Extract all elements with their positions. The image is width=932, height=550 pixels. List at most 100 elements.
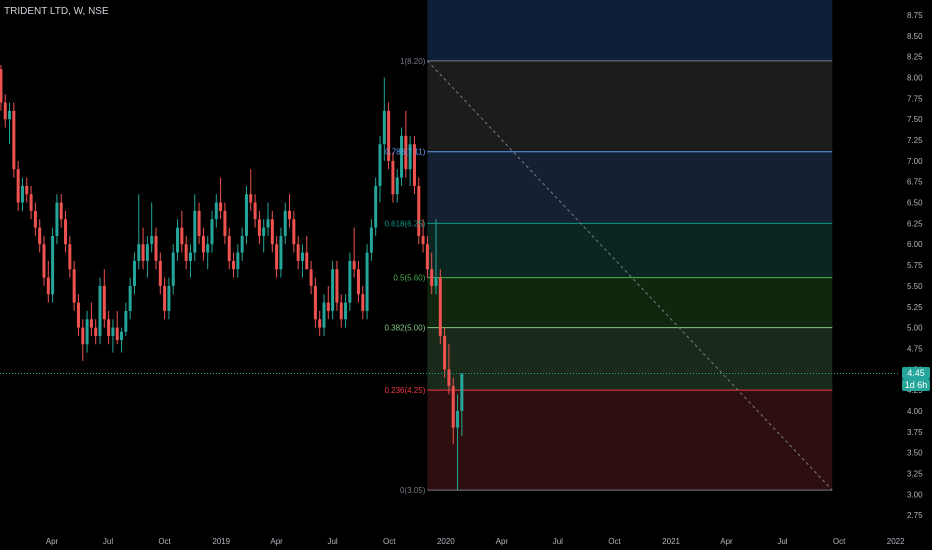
candle-body <box>20 185 24 203</box>
candlestick-series <box>0 65 464 491</box>
candle-body <box>313 285 317 320</box>
candle-body <box>206 244 210 253</box>
price-tick-label: 8.50 <box>907 32 923 41</box>
candle-body <box>223 210 227 236</box>
countdown-badge: 1d 6h <box>902 379 930 392</box>
candle-body <box>132 260 136 286</box>
time-tick-label: 2021 <box>662 537 680 546</box>
candle-body <box>89 319 93 328</box>
price-axis[interactable]: 8.75 8.50 8.25 8.00 7.75 7.50 7.25 7.00 6.75 6.50… <box>898 0 932 550</box>
price-tick-label: 5.00 <box>907 324 923 333</box>
fibonacci-retracement[interactable] <box>427 0 833 491</box>
price-tick-label: 7.50 <box>907 115 923 124</box>
candle-body <box>292 219 296 245</box>
candle-body <box>425 244 429 270</box>
candle-body <box>318 319 322 328</box>
candle-body <box>257 219 261 236</box>
candle-body <box>382 110 386 145</box>
fib-level-label: 1(8.20) <box>400 57 426 66</box>
candle-body <box>270 219 274 245</box>
candle-body <box>430 269 434 286</box>
time-tick-label: Apr <box>46 537 59 546</box>
candle-body <box>305 252 309 270</box>
fib-level-label: 0.236(4.25) <box>384 386 425 395</box>
candle-body <box>326 302 330 311</box>
candle-body <box>438 277 442 336</box>
candle-body <box>249 194 253 203</box>
candle-body <box>460 373 464 411</box>
price-tick-label: 6.50 <box>907 199 923 208</box>
candle-body <box>0 69 3 103</box>
fib-band <box>427 60 833 152</box>
candle-body <box>421 235 425 245</box>
fibonacci-labels: 1(8.20) 0.786(7.11) 0.618(6.25) 0.5(5.60) 0.… <box>384 57 425 495</box>
candle-body <box>378 144 382 186</box>
candle-body <box>167 285 171 311</box>
symbol-title[interactable]: TRIDENT LTD, W, NSE <box>4 6 109 17</box>
price-tick-label: 5.25 <box>907 303 923 312</box>
candle-body <box>447 369 451 386</box>
candle-body <box>451 385 455 428</box>
price-tick-label: 4.75 <box>907 344 923 353</box>
last-price-badge: 4.45 <box>902 367 930 380</box>
candle-body <box>115 327 119 341</box>
candle-body <box>395 177 399 195</box>
candle-body <box>443 335 447 370</box>
candle-body <box>94 327 98 336</box>
candle-body <box>33 210 37 228</box>
candle-body <box>369 227 373 253</box>
price-tick-label: 3.50 <box>907 449 923 458</box>
candle-body <box>3 102 7 120</box>
time-axis[interactable]: Apr Jul Oct 2019 Apr Jul Oct 2020 Apr Jul Oct 2021 A… <box>46 537 905 546</box>
price-tick-label: 5.75 <box>907 261 923 270</box>
candle-body <box>184 244 188 261</box>
candle-body <box>227 235 231 261</box>
candle-body <box>434 277 438 286</box>
fib-level-label: 0.382(5.00) <box>384 324 425 333</box>
price-tick-label: 2.75 <box>907 511 923 520</box>
fib-trend-line <box>427 60 833 491</box>
candle-body <box>408 144 412 170</box>
candle-body <box>46 277 50 295</box>
candle-body <box>180 227 184 245</box>
candle-body <box>352 260 356 270</box>
fib-level-label: 0.618(6.25) <box>384 219 425 228</box>
candle-body <box>42 244 46 278</box>
candle-body <box>163 285 167 311</box>
candle-body <box>210 219 214 245</box>
fib-level-label: 0.786(7.11) <box>385 148 426 157</box>
candle-body <box>219 202 223 211</box>
fib-band <box>427 390 833 491</box>
candle-body <box>12 110 16 170</box>
time-tick-label: Jul <box>777 537 787 546</box>
candle-body <box>240 235 244 253</box>
candle-body <box>102 285 106 320</box>
price-tick-label: 4.00 <box>907 407 923 416</box>
candle-body <box>38 227 42 245</box>
price-tick-label: 7.25 <box>907 136 923 145</box>
fib-band <box>427 327 833 391</box>
price-tick-label: 8.75 <box>907 11 923 20</box>
time-tick-label: Oct <box>158 537 171 546</box>
candle-body <box>29 194 33 211</box>
candle-body <box>201 235 205 253</box>
candle-body <box>197 210 201 236</box>
candle-body <box>8 110 12 120</box>
price-tick-label: 6.25 <box>907 219 923 228</box>
candle-body <box>145 244 149 261</box>
candle-body <box>59 202 63 220</box>
fib-extension-band <box>427 0 833 61</box>
candle-body <box>339 302 343 320</box>
candle-body <box>232 260 236 270</box>
price-tick-label: 6.75 <box>907 178 923 187</box>
time-tick-label: Jul <box>553 537 563 546</box>
price-tick-label: 5.50 <box>907 282 923 291</box>
candle-body <box>344 302 348 320</box>
time-tick-label: Apr <box>270 537 283 546</box>
candle-body <box>365 252 369 311</box>
fib-band <box>427 223 833 278</box>
candle-body <box>361 294 365 311</box>
candle-body <box>128 285 132 311</box>
candle-body <box>283 210 287 236</box>
